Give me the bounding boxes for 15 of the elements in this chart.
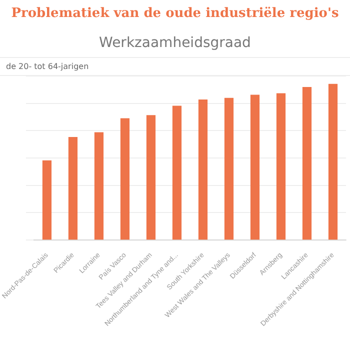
- bar: [302, 86, 312, 240]
- bar: [224, 98, 234, 240]
- bar: [250, 94, 260, 240]
- bar: [276, 93, 286, 240]
- bar: [42, 160, 52, 240]
- bar: [172, 106, 182, 240]
- bar: [146, 115, 156, 240]
- bar: [198, 99, 208, 240]
- bar: [68, 136, 78, 240]
- bar: [94, 132, 104, 240]
- bar: [328, 84, 338, 240]
- y-axis-title: de 20- tot 64-jarigen: [0, 57, 350, 76]
- chart-subtitle: Werkzaamheidsgraad: [98, 35, 252, 51]
- chart-title: Problematiek van de oude industriële regio's: [10, 6, 340, 21]
- bar: [120, 118, 130, 240]
